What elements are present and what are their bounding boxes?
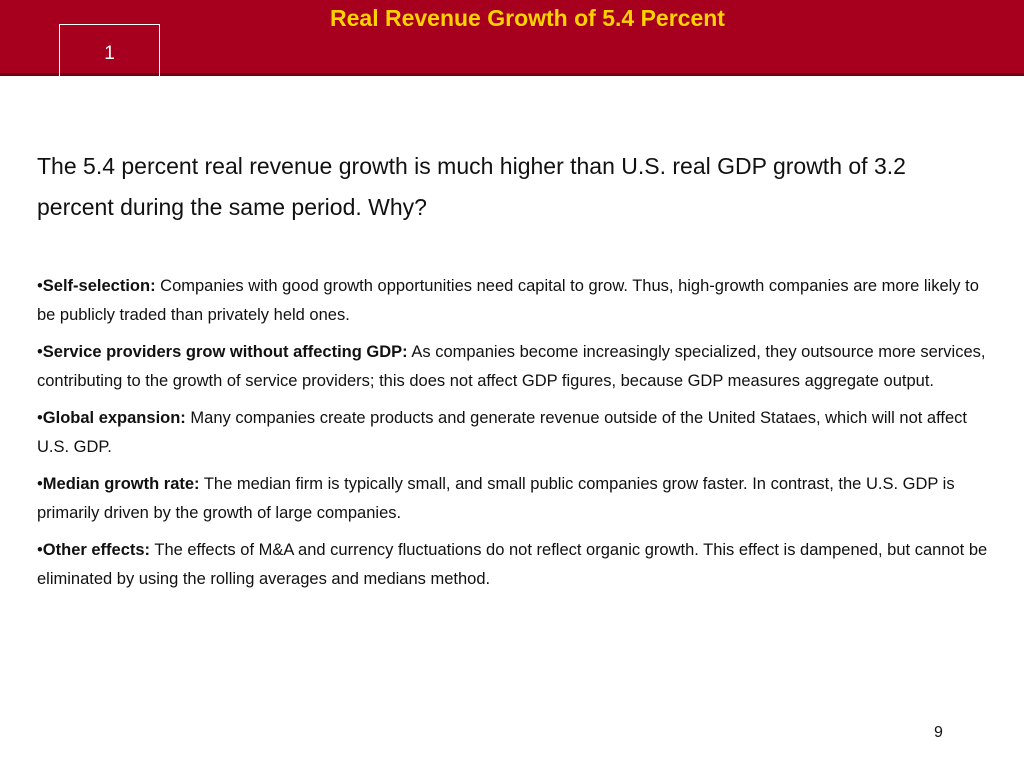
slide-title: Real Revenue Growth of 5.4 Percent [330,5,725,31]
bullet-other-effects: •Other effects: The effects of M&A and c… [37,536,997,594]
bullet-marker: • [37,343,43,361]
bullet-text: Many companies create products and gener… [37,409,967,456]
bullet-service-providers: •Service providers grow without affectin… [37,338,997,396]
bullet-list: •Self-selection: Companies with good gro… [37,272,997,602]
bullet-label: Other effects: [42,541,151,559]
bullet-marker: • [37,277,43,295]
bullet-label: Service providers grow without affecting… [42,343,408,361]
bullet-marker: • [37,541,43,559]
bullet-label: Global expansion: [42,409,186,427]
bullet-global-expansion: •Global expansion: Many companies create… [37,404,997,462]
bullet-text: Companies with good growth opportunities… [37,277,979,324]
page-number: 9 [934,724,943,741]
header-band: 1 Real Revenue Growth of 5.4 Percent [0,0,1024,76]
bullet-label: Median growth rate: [42,475,200,493]
bullet-marker: • [37,475,43,493]
intro-text: The 5.4 percent real revenue growth is m… [37,153,906,220]
bullet-self-selection: •Self-selection: Companies with good gro… [37,272,997,330]
section-number-box: 1 [59,24,160,76]
bullet-text: The median firm is typically small, and … [37,475,955,522]
bullet-text: As companies become increasingly special… [37,343,986,390]
bullet-median-growth-rate: •Median growth rate: The median firm is … [37,470,997,528]
bullet-marker: • [37,409,43,427]
bullet-text: The effects of M&A and currency fluctuat… [37,541,988,588]
bullet-label: Self-selection: [42,277,156,295]
section-number: 1 [104,43,115,64]
